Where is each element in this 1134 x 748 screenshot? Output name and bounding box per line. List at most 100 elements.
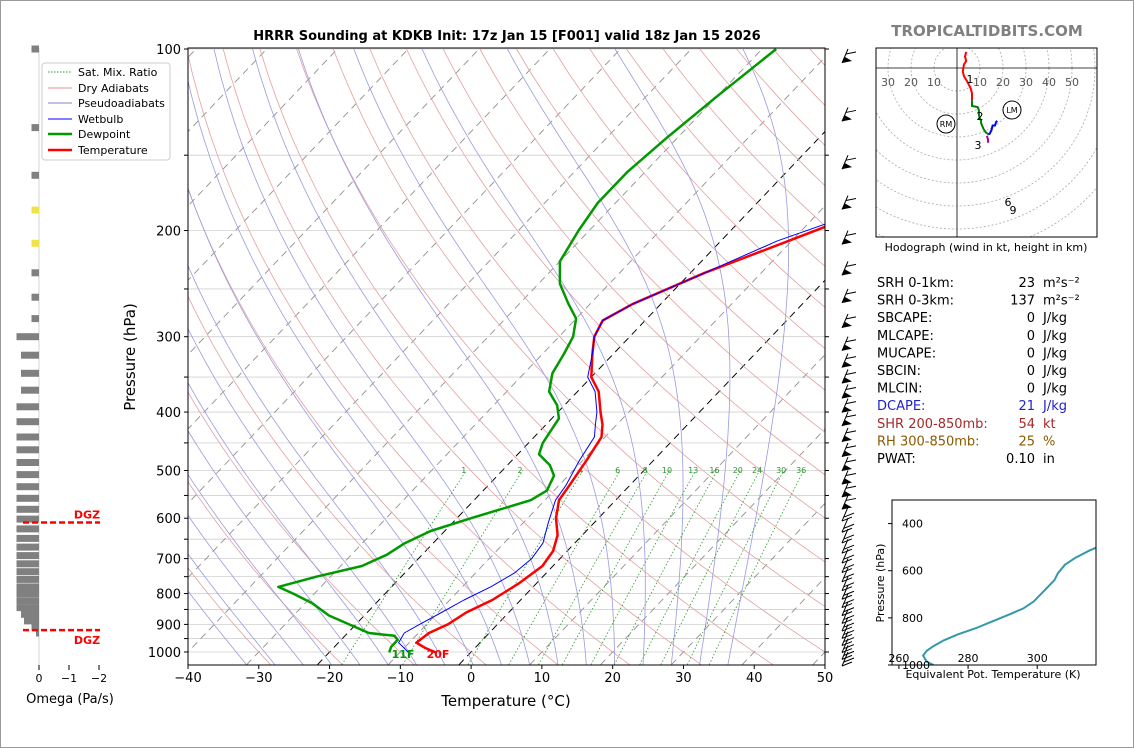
surface-dewpoint-label: 11F (392, 648, 415, 661)
wind-barb-feather (841, 641, 853, 647)
wind-barb-feather (843, 564, 855, 570)
skew-t-chart: 1 2 4 6 8 10 13 16 20 24 30 36 −40 −30 −20 −10 0 10 20 30 4… (41, 43, 833, 710)
wind-barb-staff (841, 154, 849, 170)
hodograph-frame (875, 47, 1098, 238)
isotherm-50 (812, 651, 825, 665)
mixing-ratio-line (660, 470, 760, 665)
dgz-markers: DGZ DGZ (23, 509, 100, 647)
wind-barb-staff (841, 353, 849, 368)
stat-label: RH 300-850mb: (877, 434, 980, 449)
hodo-trace (985, 135, 989, 143)
pseudoadiabat (188, 514, 304, 665)
wind-barb-feather (845, 401, 857, 405)
wind-barb-feather (841, 626, 853, 632)
x-tick-label: 30 (675, 671, 692, 686)
wind-barb-feather (843, 650, 855, 656)
wind-barb-feather (845, 459, 857, 463)
omega-bar (31, 315, 39, 323)
mixing-ratio-label: 13 (688, 466, 698, 475)
pseudoadiabat (727, 48, 789, 665)
theta-y-tick-label: 600 (902, 565, 923, 578)
wind-barb-staff (841, 398, 849, 413)
theta-e-axes: 260 280 300 400 600 800 1000 (888, 518, 1048, 672)
mixing-ratio-label: 24 (752, 466, 762, 475)
wind-barb (841, 427, 857, 443)
wind-barb-staff (841, 48, 849, 64)
wind-barb-feather (841, 618, 853, 624)
wind-barb-feather (845, 51, 857, 55)
wind-barb-staff (841, 442, 849, 458)
wind-barb-staff (841, 369, 849, 384)
dry-adiabat (809, 48, 825, 67)
pseudoadiabat (188, 590, 247, 665)
wind-barb-feather (845, 414, 857, 418)
omega-bar (16, 459, 39, 466)
wind-barb-staff (841, 518, 849, 533)
isotherm--80 (188, 48, 480, 356)
wind-barb-flag (842, 238, 852, 245)
wind-barb-flag (842, 435, 852, 442)
theta-y-tick-label: 400 (902, 518, 923, 531)
mixing-ratio-line (467, 470, 584, 665)
theta-x-tick-label: 300 (1027, 652, 1048, 665)
pseudoadiabat (188, 327, 417, 665)
skew-t-frame (187, 47, 826, 666)
stat-value: 0 (1027, 329, 1035, 344)
stat-value: 0 (1027, 311, 1035, 326)
omega-bar (16, 590, 39, 598)
mixing-ratio-label: 36 (796, 466, 806, 475)
theta-y-tick-label: 1000 (902, 659, 930, 672)
wind-barb-feather (845, 472, 857, 476)
wind-barb-feather (841, 516, 853, 522)
dry-adiabat (188, 53, 630, 665)
dry-adiabat (188, 481, 343, 665)
wind-barb (841, 495, 857, 510)
y-tick-label: 200 (156, 225, 181, 240)
wind-barb (841, 107, 857, 122)
stat-unit: % (1043, 434, 1055, 449)
wind-barb-feather (843, 523, 855, 529)
wind-barb-feather (841, 661, 853, 667)
wind-barb (841, 631, 855, 647)
stat-unit: J/kg (1042, 399, 1067, 414)
hodo-marker-lm: LM (1002, 100, 1022, 120)
hodo-height-label: 9 (1010, 204, 1017, 217)
omega-bar (16, 604, 39, 612)
pseudoadiabat (188, 430, 361, 665)
omega-tick-2: −2 (91, 672, 107, 685)
stat-row: RH 300-850mb: 25% (877, 434, 1055, 449)
trace-dewpoint (277, 48, 777, 653)
mixing-ratio-line (341, 470, 467, 665)
wind-barb-flag (842, 503, 852, 510)
wind-barb-staff (841, 576, 849, 591)
wind-barb-feather (843, 607, 855, 613)
dry-adiabat (188, 567, 272, 665)
wind-barb-feather (845, 445, 857, 449)
hodograph-traces: RM LM 1 2 3 69 (936, 51, 1022, 217)
stat-unit: J/kg (1042, 346, 1067, 361)
skew-t-traces (277, 48, 825, 654)
mixing-ratio-label: 16 (709, 466, 719, 475)
dry-adiabat (442, 48, 825, 476)
x-tick-label: −10 (387, 671, 414, 686)
wind-barb (841, 638, 855, 654)
omega-bar (16, 333, 39, 341)
hodo-marker-circle (1002, 100, 1022, 120)
omega-bar (16, 433, 39, 441)
legend-dewpoint: Dewpoint (78, 128, 131, 141)
wind-barb-flag (842, 163, 852, 170)
legend-wetbulb: Wetbulb (78, 113, 123, 126)
wind-barb-feather (843, 637, 855, 643)
stat-unit: J/kg (1042, 364, 1067, 379)
stat-unit: kt (1043, 417, 1056, 432)
omega-bar (16, 534, 39, 542)
trace-temperature (415, 225, 825, 654)
hodo-height-label: 3 (975, 139, 982, 152)
wind-barb-feather (841, 603, 853, 609)
wind-barb-feather (845, 157, 857, 161)
x-tick-label: 40 (746, 671, 763, 686)
omega-bar (16, 525, 39, 533)
wind-barb-feather (845, 497, 857, 501)
isotherm--40 (188, 48, 763, 653)
wind-barb-staff (841, 313, 849, 329)
